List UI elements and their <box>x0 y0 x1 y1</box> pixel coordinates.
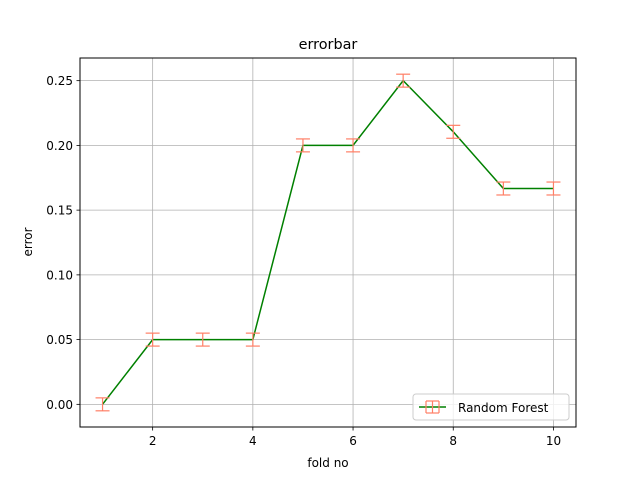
y-tick-label: 0.25 <box>46 74 73 88</box>
y-tick-label: 0.15 <box>46 204 73 218</box>
series-line <box>101 79 554 405</box>
chart-title: errorbar <box>299 37 358 53</box>
y-axis-label: error <box>21 227 35 256</box>
x-axis-ticks: 2 4 6 8 10 <box>149 427 561 448</box>
y-tick-label: 0.05 <box>46 333 73 347</box>
y-tick-label: 0.10 <box>46 268 73 282</box>
x-tick-label: 8 <box>449 434 457 448</box>
y-tick-label: 0.20 <box>46 139 73 153</box>
y-axis-ticks: 0.00 0.05 0.10 0.15 0.20 0.25 <box>46 74 80 412</box>
legend-box <box>412 393 570 421</box>
y-tick-label: 0.00 <box>46 398 73 412</box>
x-tick-label: 4 <box>249 434 257 448</box>
plot-area <box>95 73 561 412</box>
x-axis-label: fold no <box>307 456 348 470</box>
legend: Random Forest <box>412 393 570 421</box>
legend-handle-random-forest <box>419 400 446 414</box>
x-tick-label: 6 <box>349 434 357 448</box>
x-tick-label: 10 <box>546 434 561 448</box>
x-tick-label: 2 <box>149 434 157 448</box>
legend-label-random-forest: Random Forest <box>458 401 549 415</box>
axes-frame <box>79 57 577 428</box>
